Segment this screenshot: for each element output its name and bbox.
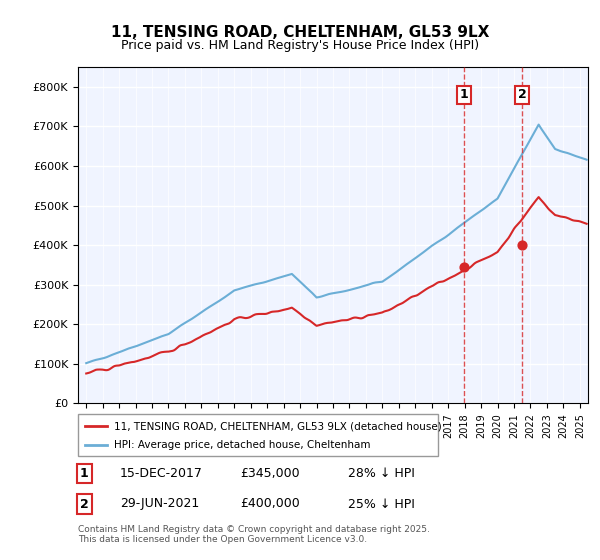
Text: 1: 1	[460, 88, 469, 101]
Text: HPI: Average price, detached house, Cheltenham: HPI: Average price, detached house, Chel…	[114, 440, 371, 450]
Text: 2: 2	[518, 88, 527, 101]
Text: 2: 2	[80, 497, 88, 511]
Text: £400,000: £400,000	[240, 497, 300, 511]
Text: Price paid vs. HM Land Registry's House Price Index (HPI): Price paid vs. HM Land Registry's House …	[121, 39, 479, 52]
Text: Contains HM Land Registry data © Crown copyright and database right 2025.
This d: Contains HM Land Registry data © Crown c…	[78, 525, 430, 544]
Text: 29-JUN-2021: 29-JUN-2021	[120, 497, 199, 511]
Text: 11, TENSING ROAD, CHELTENHAM, GL53 9LX: 11, TENSING ROAD, CHELTENHAM, GL53 9LX	[111, 25, 489, 40]
Point	[517, 241, 527, 250]
FancyBboxPatch shape	[78, 414, 438, 456]
Text: 1: 1	[80, 466, 88, 480]
Text: 11, TENSING ROAD, CHELTENHAM, GL53 9LX (detached house): 11, TENSING ROAD, CHELTENHAM, GL53 9LX (…	[114, 421, 442, 431]
Text: 28% ↓ HPI: 28% ↓ HPI	[348, 466, 415, 480]
Text: £345,000: £345,000	[240, 466, 299, 480]
Text: 25% ↓ HPI: 25% ↓ HPI	[348, 497, 415, 511]
Text: 15-DEC-2017: 15-DEC-2017	[120, 466, 203, 480]
Point	[459, 262, 469, 271]
